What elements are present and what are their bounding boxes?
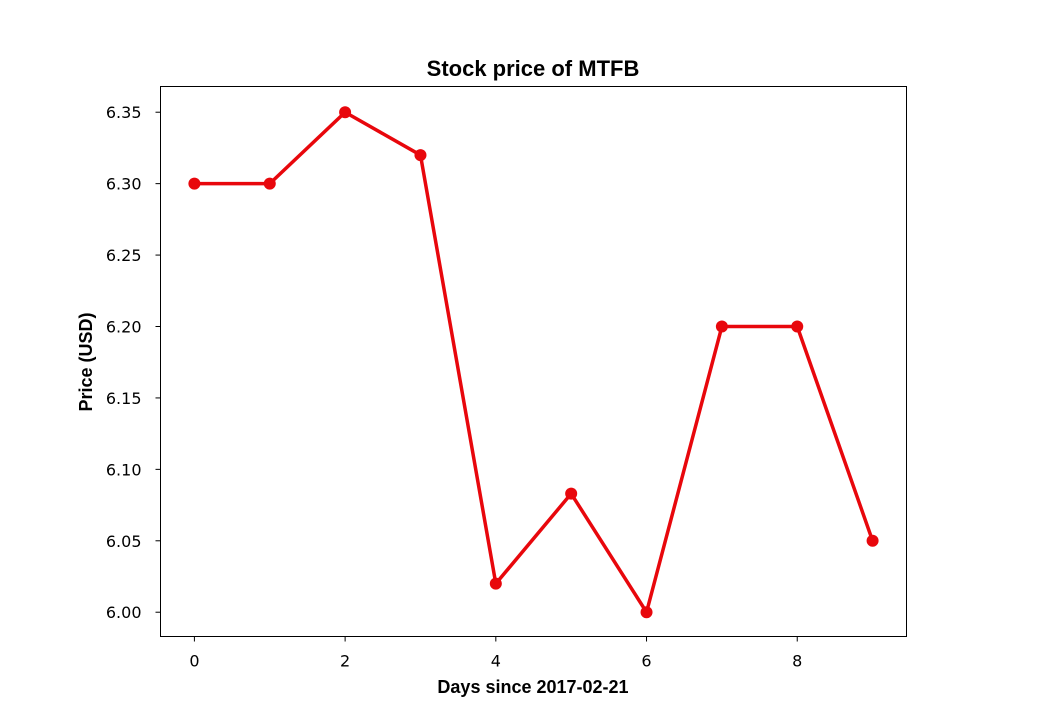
data-point [791, 320, 804, 333]
y-tick-label: 6.00 [106, 603, 142, 622]
x-axis: 0 2 4 6 8 [189, 636, 802, 671]
data-point [414, 149, 427, 162]
series-line [194, 110, 875, 614]
y-axis: 6.00 6.05 6.10 6.15 6.20 6.25 6.30 6.35 [106, 103, 161, 622]
y-tick-label: 6.05 [106, 532, 142, 551]
x-tick-label: 6 [641, 652, 651, 671]
y-tick-label: 6.30 [106, 175, 142, 194]
data-point [866, 534, 879, 547]
y-tick-label: 6.25 [106, 246, 142, 265]
series-layer [188, 106, 879, 619]
data-point [640, 606, 653, 619]
chart-title: Stock price of MTFB [427, 56, 640, 81]
y-tick-label: 6.15 [106, 389, 142, 408]
data-point [715, 320, 728, 333]
data-point [339, 106, 352, 119]
data-point [263, 177, 276, 190]
y-tick-label: 6.10 [106, 460, 142, 479]
y-tick-label: 6.35 [106, 103, 142, 122]
x-tick-label: 0 [189, 652, 199, 671]
data-point [489, 577, 502, 590]
data-point [188, 177, 201, 190]
x-tick-label: 8 [792, 652, 802, 671]
data-point [565, 487, 578, 500]
y-axis-label: Price (USD) [76, 312, 96, 411]
plot-frame [160, 86, 907, 637]
plot-area [160, 86, 907, 637]
x-tick-label: 4 [491, 652, 501, 671]
y-tick-label: 6.20 [106, 318, 142, 337]
x-tick-label: 2 [340, 652, 350, 671]
x-axis-label: Days since 2017-02-21 [437, 677, 628, 697]
